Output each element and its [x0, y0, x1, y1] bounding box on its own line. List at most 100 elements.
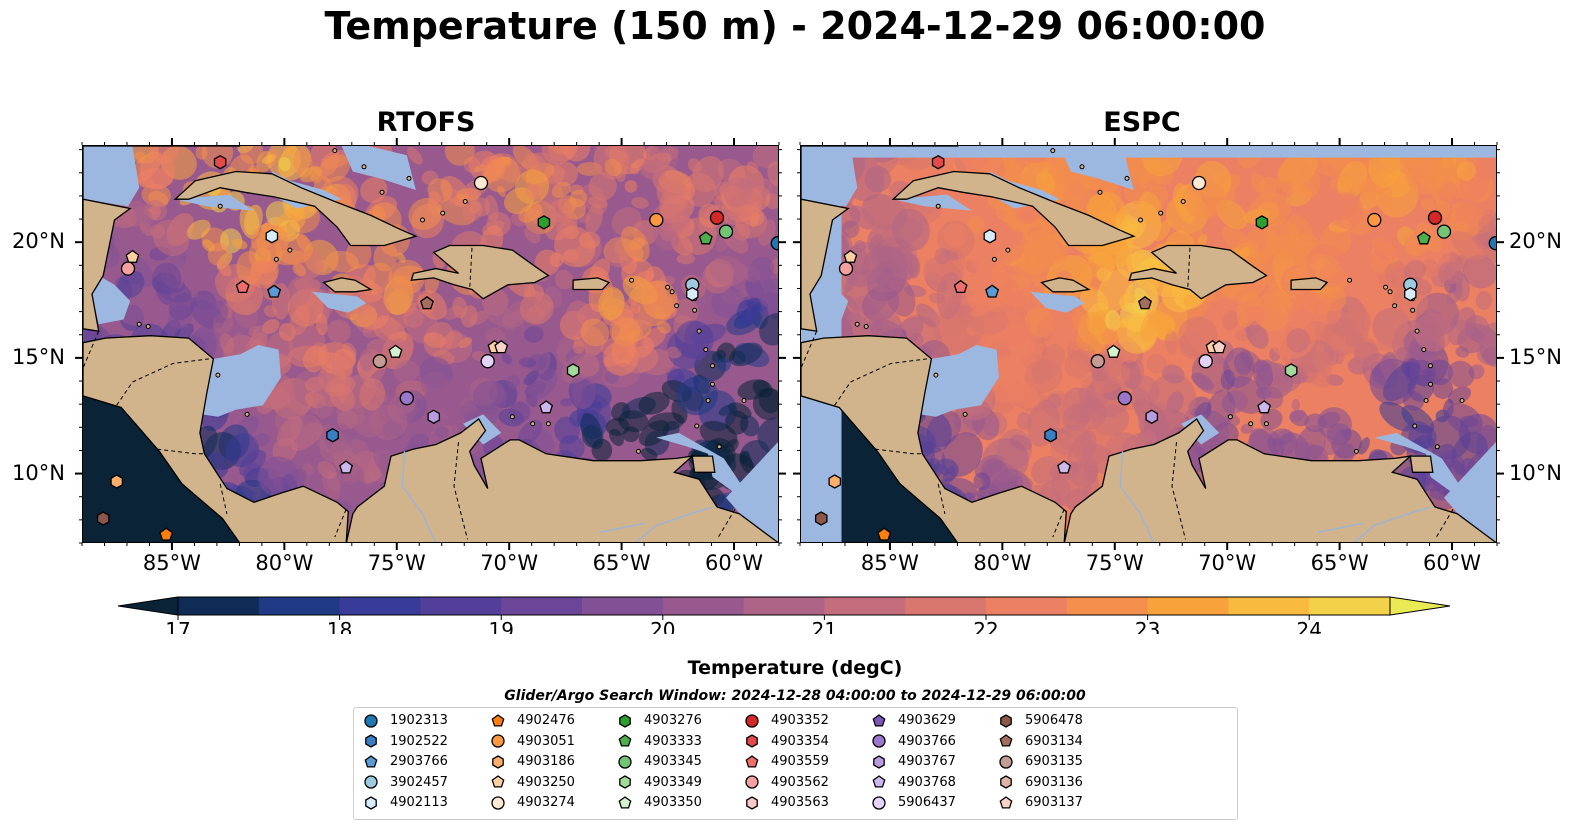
colorbar-bin: [178, 597, 260, 615]
legend-label: 6903134: [1025, 733, 1083, 749]
legend-item: 4903559: [743, 751, 829, 772]
legend-marker-icon: [1000, 775, 1012, 789]
float-marker: [843, 249, 858, 263]
legend-item: 4903276: [616, 710, 702, 731]
legend-item: 4903562: [743, 772, 829, 793]
legend-item: 4903766: [870, 731, 956, 752]
legend-label: 3902457: [390, 774, 448, 790]
legend-item: 4903250: [489, 772, 575, 793]
colorbar-tick-label: 19: [488, 618, 513, 634]
x-tick-label: 60°W: [1423, 551, 1482, 575]
colorbar-tick-label: 22: [973, 618, 998, 634]
colorbar-bin: [1147, 597, 1229, 615]
float-marker: [1117, 391, 1132, 406]
colorbar-tick-label: 18: [327, 618, 352, 634]
float-marker: [953, 279, 968, 294]
panel-title-rtofs: RTOFS: [376, 107, 476, 138]
legend-marker-icon: [365, 734, 377, 748]
x-tick-label: 65°W: [592, 551, 651, 575]
float-marker: [480, 354, 495, 369]
legend-marker-icon: [746, 734, 758, 748]
float-marker: [372, 354, 387, 369]
float-marker: [686, 286, 699, 302]
legend-label: 6903137: [1025, 795, 1083, 810]
x-tick-label: 85°W: [860, 551, 919, 575]
colorbar-bin: [1309, 597, 1391, 615]
legend-marker-icon: [999, 754, 1013, 769]
land-cuba: [891, 170, 1136, 247]
y-tick-label: 15°N: [12, 344, 65, 369]
legend-marker-icon: [619, 713, 631, 728]
legend-item: 4903186: [489, 751, 575, 772]
land-jamaica: [1040, 277, 1091, 293]
legend-label: 4903354: [771, 733, 829, 749]
legend-label: 4903352: [771, 713, 829, 728]
legend-item: 6903137: [997, 792, 1083, 813]
y-tick-label: 10°N: [12, 460, 65, 485]
float-marker: [96, 511, 110, 526]
legend-marker-icon: [745, 754, 759, 768]
legend-label: 6903135: [1025, 754, 1083, 769]
colorbar-tick-label: 24: [1296, 618, 1321, 634]
legend-marker-icon: [491, 734, 505, 748]
legend-marker-icon: [999, 734, 1013, 747]
land-puerto-rico: [1290, 277, 1329, 291]
legend-marker-icon: [619, 775, 631, 789]
legend-marker-icon: [364, 754, 378, 768]
legend-marker-icon: [999, 795, 1013, 809]
legend-label: 4902476: [517, 713, 575, 728]
float-marker: [1138, 295, 1152, 310]
land-hispaniola: [410, 244, 550, 300]
legend-item: 4903768: [870, 772, 956, 793]
float-marker: [649, 212, 664, 228]
float-marker: [120, 261, 136, 276]
x-tick-label: 75°W: [367, 551, 426, 575]
float-marker: [1284, 363, 1298, 378]
legend-label: 4903349: [644, 774, 702, 790]
x-tick-label: 80°W: [973, 551, 1032, 575]
colorbar-bin: [743, 597, 825, 615]
float-marker: [427, 409, 441, 424]
colorbar-tick-label: 21: [812, 618, 837, 634]
colorbar-bin: [905, 597, 987, 615]
legend-marker-icon: [873, 754, 885, 769]
float-marker: [770, 236, 778, 251]
land-honduras-nicaragua: [801, 335, 1067, 542]
float-marker: [110, 474, 124, 489]
colorbar-extend-high: [1389, 596, 1451, 616]
float-legend: 1902313 1902522 2903766 3902457 4902113 49024…: [353, 707, 1238, 820]
land-puerto-rico: [572, 277, 611, 291]
float-marker: [1090, 354, 1105, 369]
float-marker: [566, 363, 580, 378]
legend-marker-icon: [872, 713, 886, 727]
float-marker: [1044, 427, 1057, 443]
x-tick-label: 75°W: [1085, 551, 1144, 575]
float-marker: [494, 339, 509, 354]
legend-marker-icon: [618, 754, 632, 769]
float-marker: [1416, 231, 1431, 245]
legend-marker-icon: [1000, 713, 1012, 728]
colorbar-label: Temperature (degC): [687, 657, 903, 679]
x-tick-label: 70°W: [480, 551, 539, 575]
colorbar-bin: [986, 597, 1068, 615]
float-marker: [125, 249, 140, 263]
legend-item: 4903345: [616, 751, 702, 772]
legend-item: 4902476: [489, 710, 575, 731]
figure-title: Temperature (150 m) - 2024-12-29 06:00:0…: [324, 4, 1266, 48]
legend-label: 4903563: [771, 795, 829, 810]
legend-marker-icon: [491, 795, 505, 810]
float-marker: [235, 279, 250, 294]
legend-item: 4903349: [616, 772, 702, 793]
land-central-america: [801, 146, 959, 332]
colorbar-bin: [339, 597, 421, 615]
legend-label: 4903559: [771, 754, 829, 769]
colorbar: 17 18 19 20 21 22 23 24: [117, 596, 1451, 634]
land-central-america: [83, 146, 241, 332]
x-tick-label: 65°W: [1310, 551, 1369, 575]
float-marker: [265, 228, 279, 244]
legend-label: 4903186: [517, 754, 575, 769]
float-marker: [983, 228, 997, 244]
float-marker: [709, 210, 725, 225]
legend-marker-icon: [491, 775, 505, 788]
legend-marker-icon: [618, 734, 632, 747]
